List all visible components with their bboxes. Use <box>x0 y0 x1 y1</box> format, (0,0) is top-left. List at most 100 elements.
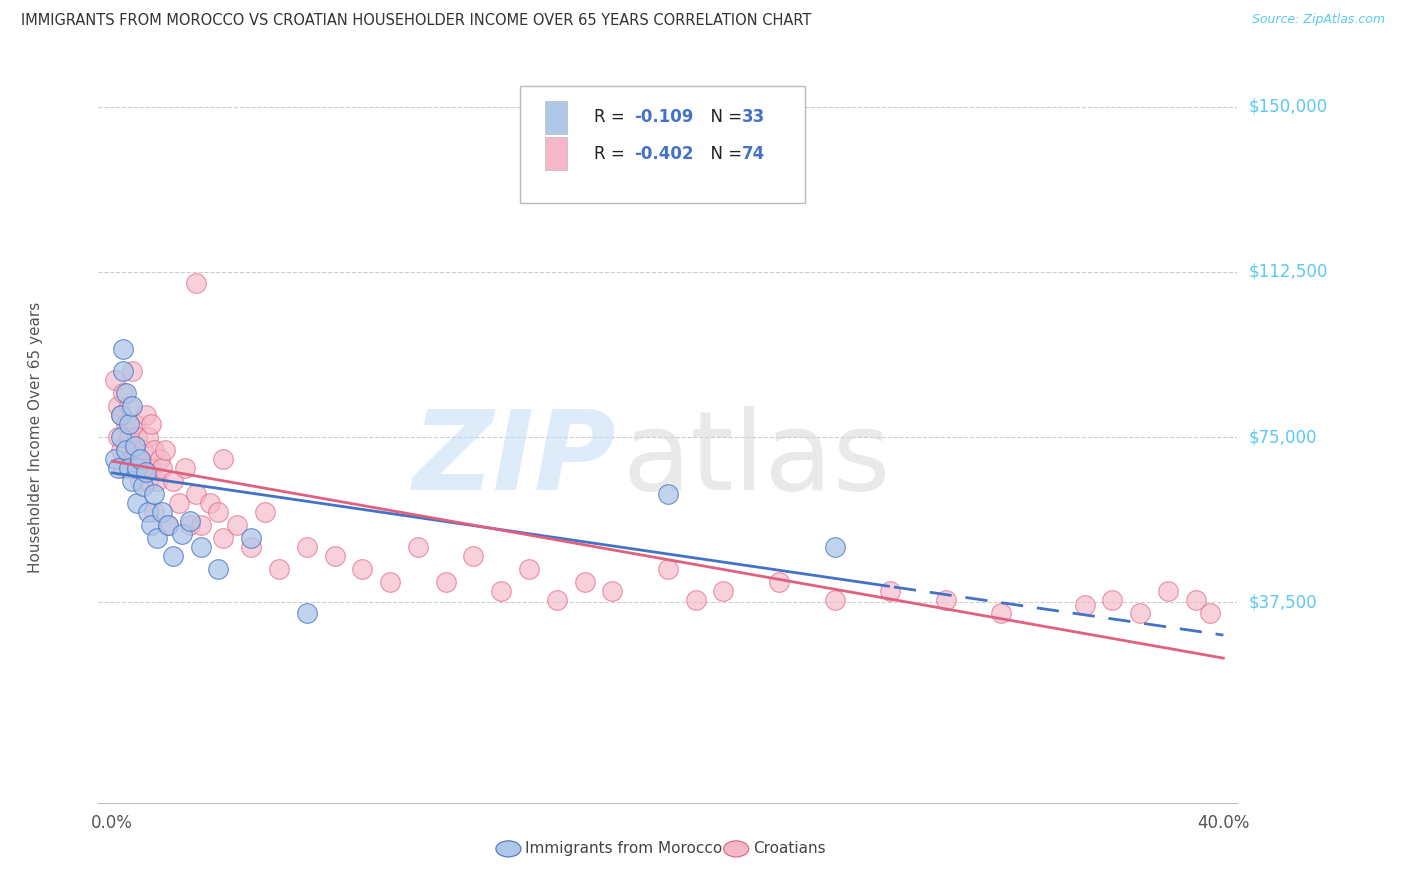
Text: Householder Income Over 65 years: Householder Income Over 65 years <box>28 301 44 573</box>
Point <box>434 575 457 590</box>
Point <box>112 461 135 475</box>
Point <box>162 549 184 563</box>
Point <box>115 417 138 431</box>
Text: Croatians: Croatians <box>754 841 825 856</box>
Point <box>212 532 235 546</box>
Point <box>143 443 166 458</box>
Point <box>990 607 1012 621</box>
Point <box>657 487 679 501</box>
Point <box>352 562 374 576</box>
Point <box>295 607 318 621</box>
Text: N =: N = <box>700 109 747 127</box>
Point <box>879 584 901 599</box>
Point <box>162 474 184 488</box>
Text: 74: 74 <box>742 145 765 163</box>
Point <box>115 443 138 458</box>
Text: Immigrants from Morocco: Immigrants from Morocco <box>526 841 723 856</box>
Text: -0.109: -0.109 <box>634 109 693 127</box>
Point <box>179 514 201 528</box>
Point <box>132 478 155 492</box>
Point <box>600 584 623 599</box>
Text: N =: N = <box>700 145 747 163</box>
Point <box>179 518 201 533</box>
Point <box>121 452 143 467</box>
Point <box>1157 584 1180 599</box>
Point <box>127 461 149 475</box>
Point <box>1073 598 1095 612</box>
Point <box>124 439 146 453</box>
Point <box>150 505 173 519</box>
Point <box>107 399 129 413</box>
Point <box>104 373 127 387</box>
Point <box>685 593 707 607</box>
Point <box>254 505 277 519</box>
Point <box>267 562 290 576</box>
Point <box>138 474 160 488</box>
Point <box>1184 593 1206 607</box>
Point <box>240 532 263 546</box>
Point <box>824 593 846 607</box>
Point <box>170 527 193 541</box>
FancyBboxPatch shape <box>520 86 804 203</box>
Point <box>546 593 568 607</box>
Point <box>657 562 679 576</box>
Point <box>824 540 846 554</box>
Point <box>295 540 318 554</box>
Point <box>118 399 141 413</box>
Point <box>124 443 146 458</box>
Point <box>156 518 179 533</box>
Text: atlas: atlas <box>623 406 891 513</box>
Text: ZIP: ZIP <box>413 406 617 513</box>
Text: IMMIGRANTS FROM MOROCCO VS CROATIAN HOUSEHOLDER INCOME OVER 65 YEARS CORRELATION: IMMIGRANTS FROM MOROCCO VS CROATIAN HOUS… <box>21 13 811 29</box>
Text: $75,000: $75,000 <box>1249 428 1317 446</box>
Point <box>110 430 132 444</box>
Text: $150,000: $150,000 <box>1249 97 1327 116</box>
Point <box>167 496 190 510</box>
Point <box>127 496 149 510</box>
Point <box>129 452 152 467</box>
Point <box>489 584 512 599</box>
Point <box>115 443 138 458</box>
Point <box>768 575 790 590</box>
Point <box>198 496 221 510</box>
Point <box>190 540 212 554</box>
Point <box>323 549 346 563</box>
Point <box>1129 607 1152 621</box>
Point <box>118 461 141 475</box>
Point <box>141 417 163 431</box>
Point <box>121 364 143 378</box>
Bar <box>546 137 567 170</box>
Point <box>935 593 957 607</box>
Point <box>132 443 155 458</box>
Point <box>112 386 135 401</box>
Text: R =: R = <box>593 145 630 163</box>
Point <box>145 532 167 546</box>
Point <box>226 518 249 533</box>
Point <box>463 549 485 563</box>
Point <box>517 562 540 576</box>
Circle shape <box>724 841 749 857</box>
Point <box>129 474 152 488</box>
Point <box>143 487 166 501</box>
Circle shape <box>496 841 522 857</box>
Point <box>141 518 163 533</box>
Point <box>713 584 735 599</box>
Point <box>104 452 127 467</box>
Point <box>121 399 143 413</box>
Point <box>1101 593 1123 607</box>
Point <box>173 461 195 475</box>
Point <box>184 276 207 290</box>
Point <box>378 575 401 590</box>
Point <box>107 430 129 444</box>
Text: $37,500: $37,500 <box>1249 593 1317 611</box>
Point <box>127 461 149 475</box>
Point <box>110 408 132 422</box>
Text: -0.402: -0.402 <box>634 145 693 163</box>
Point <box>132 461 155 475</box>
Point <box>145 474 167 488</box>
Bar <box>546 101 567 134</box>
Point <box>112 342 135 356</box>
Text: $112,500: $112,500 <box>1249 263 1327 281</box>
Point <box>240 540 263 554</box>
Point <box>406 540 429 554</box>
